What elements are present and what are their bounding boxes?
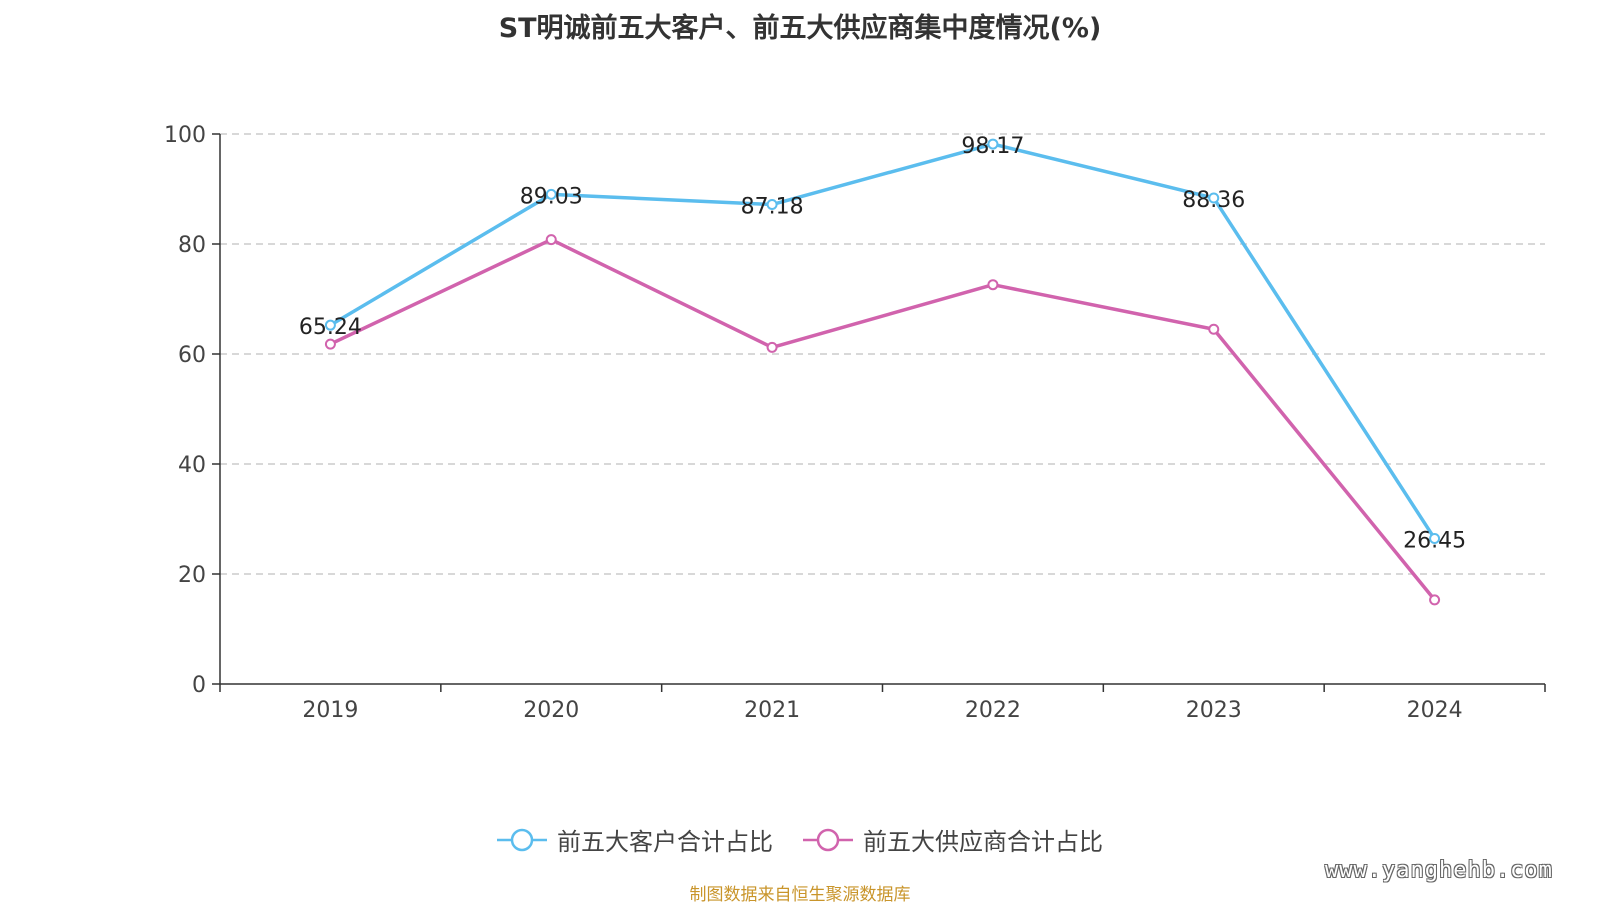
data-point [1429, 594, 1441, 606]
y-tick-label: 20 [178, 563, 206, 588]
y-tick-label: 100 [164, 123, 206, 148]
y-tick-label: 40 [178, 453, 206, 478]
data-point [766, 199, 778, 211]
data-point [324, 338, 336, 350]
data-point [324, 319, 336, 331]
series-line-1 [329, 237, 1436, 601]
data-point [1208, 323, 1220, 335]
data-labels: 65.24 89.03 87.18 98.17 88.36 26.45 [299, 134, 1466, 553]
y-tick-label: 80 [178, 233, 206, 258]
y-tick-label: 60 [178, 343, 206, 368]
data-label: 98.17 [961, 134, 1024, 159]
legend: 前五大客户合计占比 前五大供应商合计占比 [0, 822, 1600, 857]
data-label: 26.45 [1403, 529, 1466, 554]
data-label: 87.18 [741, 195, 804, 220]
series [324, 138, 1441, 606]
data-point [766, 341, 778, 353]
legend-customers-label: 前五大客户合计占比 [557, 828, 773, 856]
data-point [545, 188, 557, 200]
data-label: 88.36 [1182, 188, 1245, 213]
source-note: 制图数据来自恒生聚源数据库 [689, 885, 911, 905]
data-label: 65.24 [299, 315, 362, 340]
data-point [987, 138, 999, 150]
x-tick-label: 2024 [1407, 698, 1463, 723]
axes: 0 20 40 60 80 100 2019 2020 2021 2022 2023 2024 [164, 123, 1546, 723]
legend-suppliers-icon [803, 828, 853, 851]
x-tick-label: 2019 [302, 698, 358, 723]
data-point [1429, 533, 1441, 545]
x-tick-label: 2020 [523, 698, 579, 723]
data-point [545, 234, 557, 246]
x-tick-label: 2021 [744, 698, 800, 723]
legend-suppliers-label: 前五大供应商合计占比 [863, 828, 1103, 856]
x-tick-label: 2023 [1186, 698, 1242, 723]
legend-item-suppliers[interactable]: 前五大供应商合计占比 [803, 822, 1103, 857]
legend-customers-icon [497, 828, 547, 851]
chart-title: ST明诚前五大客户、前五大供应商集中度情况(%) [498, 13, 1102, 44]
data-point [987, 279, 999, 291]
y-tick-label: 0 [192, 673, 206, 698]
series-line-0 [329, 142, 1437, 540]
x-tick-label: 2022 [965, 698, 1021, 723]
gridlines [220, 133, 1545, 575]
data-label: 89.03 [520, 184, 583, 209]
data-point [1208, 192, 1220, 204]
watermark: www.yanghehb.com [1325, 858, 1553, 883]
legend-item-customers[interactable]: 前五大客户合计占比 [497, 822, 773, 857]
